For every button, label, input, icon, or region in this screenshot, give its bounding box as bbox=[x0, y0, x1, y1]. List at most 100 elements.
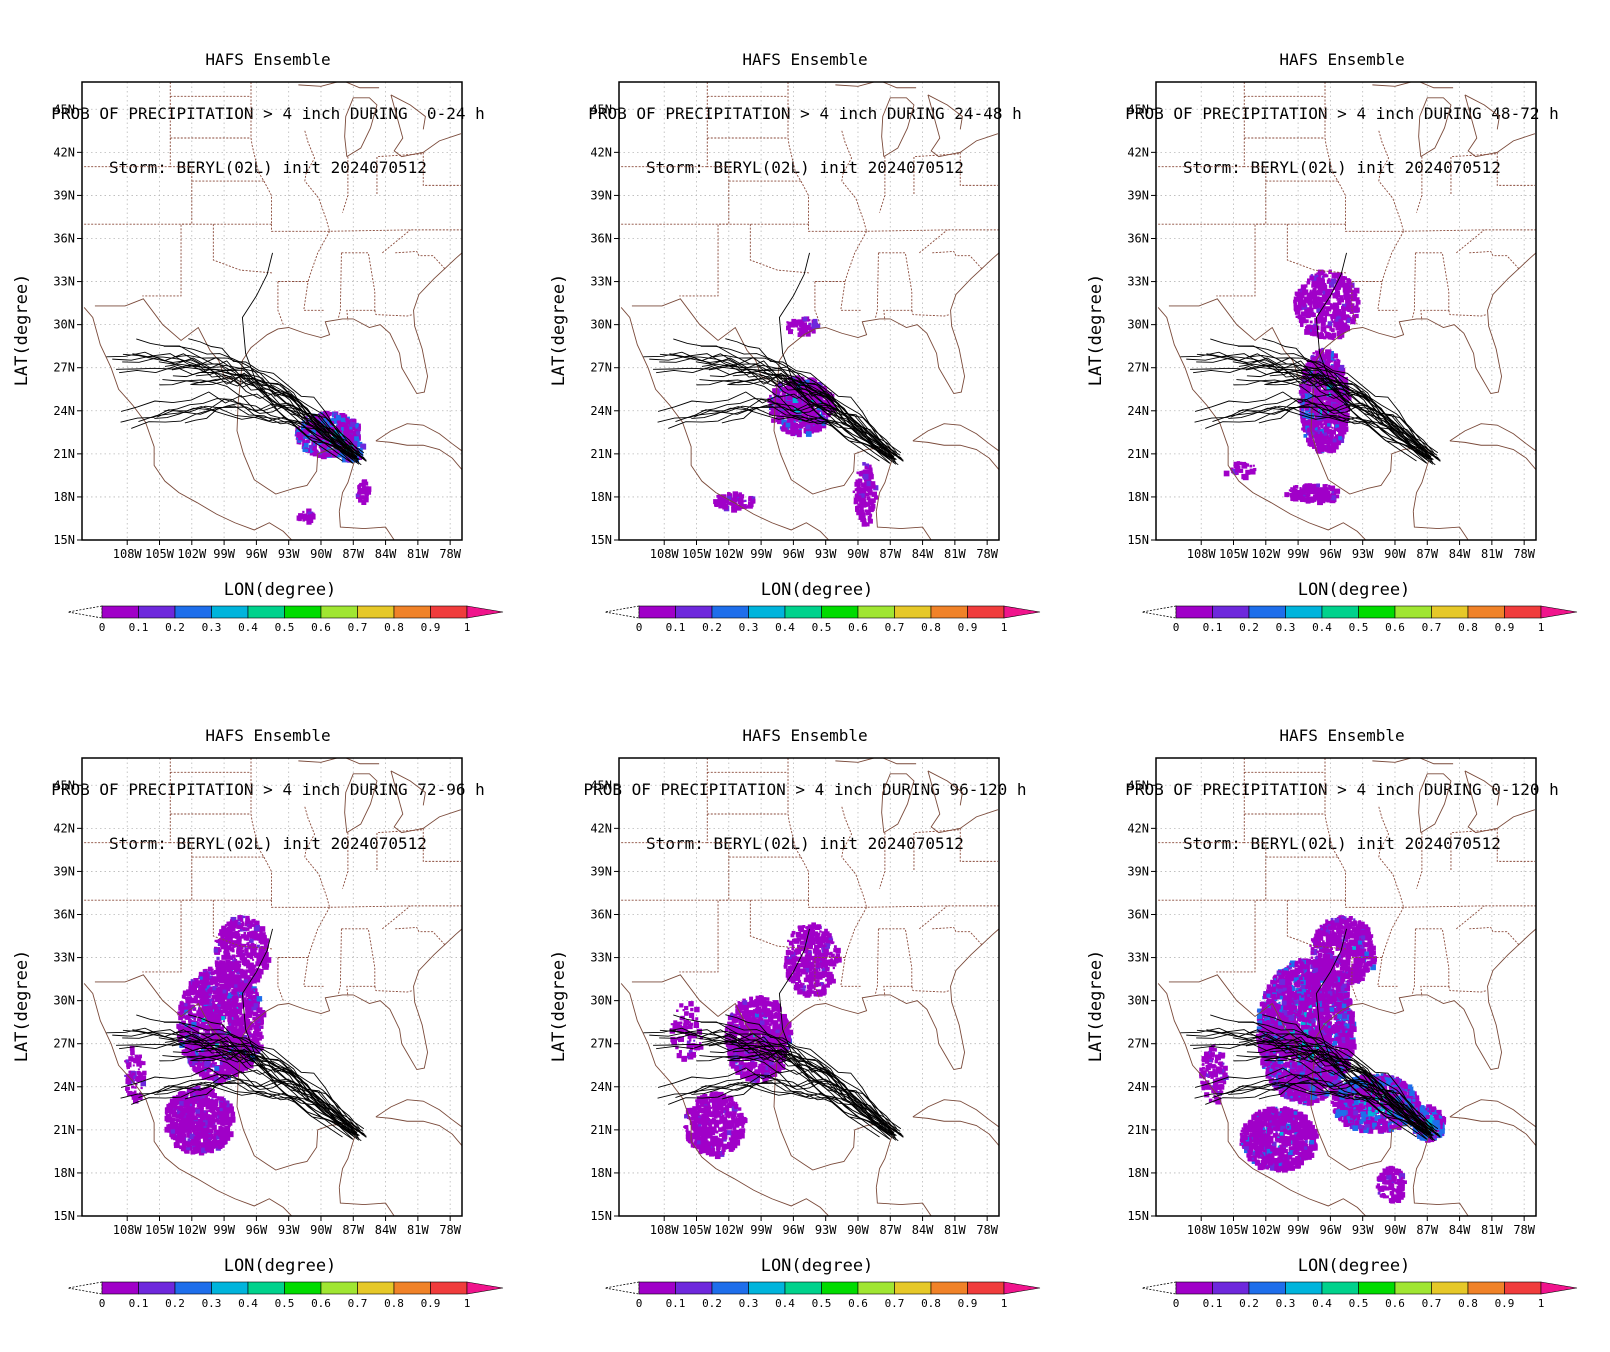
panel-48-72h: HAFS Ensemble PROB OF PRECIPITATION > 4 … bbox=[1074, 0, 1610, 676]
y-tick-label: 33N bbox=[1127, 275, 1149, 289]
state-border bbox=[1469, 250, 1520, 269]
precip-cell bbox=[217, 978, 222, 983]
colorbar-label: 0 bbox=[99, 621, 106, 634]
precip-cell bbox=[1316, 308, 1321, 313]
precip-cell bbox=[218, 990, 225, 997]
precip-cell bbox=[782, 410, 789, 417]
precip-cell bbox=[1316, 333, 1321, 338]
precip-cell bbox=[302, 446, 309, 453]
precip-cell bbox=[722, 503, 729, 510]
precip-cell bbox=[197, 992, 201, 996]
precip-cell bbox=[188, 1020, 193, 1025]
precip-cell bbox=[858, 495, 862, 499]
colorbar-label: 0.8 bbox=[921, 621, 941, 634]
precip-cell bbox=[218, 1077, 224, 1082]
colorbar-label: 0.9 bbox=[1495, 621, 1515, 634]
coastline bbox=[375, 423, 462, 452]
ensemble-track bbox=[659, 353, 897, 465]
precip-cell bbox=[203, 1006, 208, 1011]
x-tick-label: 90W bbox=[310, 547, 332, 561]
precip-cell bbox=[1335, 415, 1341, 421]
precip-cell bbox=[316, 452, 323, 458]
x-tick-label: 96W bbox=[1320, 547, 1342, 561]
precip-cell bbox=[1309, 275, 1315, 281]
precip-cell bbox=[1318, 494, 1325, 500]
precip-cell bbox=[241, 1046, 244, 1050]
precip-cell bbox=[1339, 406, 1345, 411]
precip-cell bbox=[214, 1024, 217, 1027]
precip-cell bbox=[216, 1023, 221, 1028]
precip-cell bbox=[302, 518, 306, 522]
x-tick-label: 102W bbox=[714, 547, 744, 561]
precip-cell bbox=[256, 996, 263, 1002]
precip-cell bbox=[187, 1012, 193, 1018]
precip-cell bbox=[1321, 448, 1324, 451]
y-axis-label: LAT(degree) bbox=[549, 273, 569, 387]
precip-cell bbox=[1338, 437, 1345, 443]
precip-cell bbox=[1334, 427, 1338, 432]
precip-cell bbox=[336, 448, 340, 452]
precip-cell bbox=[222, 1039, 229, 1046]
precip-cell bbox=[789, 418, 794, 423]
precip-cell bbox=[184, 1047, 188, 1051]
precip-cell bbox=[1320, 409, 1324, 413]
precip-cell bbox=[1343, 390, 1347, 394]
precip-cell bbox=[256, 936, 261, 941]
precip-cell bbox=[232, 975, 235, 978]
precip-cell bbox=[1333, 420, 1339, 425]
precip-cell bbox=[811, 329, 816, 334]
coastline bbox=[338, 511, 395, 540]
precip-cell bbox=[258, 1015, 263, 1020]
precip-cell bbox=[217, 1033, 223, 1039]
precip-cell bbox=[209, 1039, 214, 1044]
precip-cell bbox=[1320, 405, 1323, 408]
precip-cell bbox=[803, 329, 809, 335]
precip-cell bbox=[1301, 289, 1307, 296]
precip-cell bbox=[1235, 467, 1241, 473]
precip-cell bbox=[350, 422, 356, 428]
precip-cell bbox=[820, 418, 824, 422]
precip-cell bbox=[311, 423, 318, 429]
precip-cell bbox=[1290, 495, 1297, 502]
precip-cell bbox=[1331, 292, 1334, 296]
precip-cell bbox=[235, 1060, 241, 1067]
precip-cell bbox=[1344, 297, 1348, 301]
colorbar-swatch bbox=[638, 605, 676, 619]
precip-cell bbox=[1337, 284, 1342, 289]
precip-cell bbox=[1249, 468, 1256, 475]
precip-cell bbox=[193, 1017, 197, 1021]
precip-cell bbox=[200, 997, 205, 1003]
ensemble-track bbox=[1238, 398, 1435, 456]
precip-cell bbox=[813, 427, 820, 433]
precip-cell bbox=[1316, 408, 1322, 414]
precip-cell bbox=[1311, 291, 1318, 297]
precip-cell bbox=[211, 1005, 216, 1010]
precip-cell bbox=[1315, 408, 1318, 412]
precip-cell bbox=[188, 1045, 193, 1051]
precip-cell bbox=[321, 453, 325, 457]
plot-frame bbox=[618, 81, 1000, 541]
precip-cell bbox=[208, 971, 212, 975]
precip-cell bbox=[207, 1047, 213, 1053]
x-tick-label: 84W bbox=[1449, 547, 1471, 561]
colorbar-label: 0.7 bbox=[885, 621, 905, 634]
precip-cell bbox=[340, 417, 346, 423]
state-border bbox=[374, 310, 413, 317]
precip-cell bbox=[212, 991, 216, 995]
colorbar-label: 0.2 bbox=[165, 621, 185, 634]
precip-cell bbox=[1326, 439, 1329, 442]
precip-cell bbox=[867, 518, 871, 522]
precip-cell bbox=[214, 1062, 217, 1065]
precip-cell bbox=[803, 325, 809, 331]
precip-cell bbox=[229, 942, 233, 947]
precip-cell bbox=[254, 972, 261, 979]
precip-cell bbox=[222, 986, 229, 992]
colorbar-label: 0.4 bbox=[238, 621, 258, 634]
precip-cell bbox=[1223, 470, 1230, 477]
precip-cell bbox=[1321, 318, 1324, 321]
precip-cell bbox=[771, 419, 775, 422]
y-axis-label: LAT(degree) bbox=[12, 273, 32, 387]
precip-cell bbox=[1329, 328, 1332, 331]
precip-cell bbox=[1314, 493, 1321, 500]
precip-cell bbox=[790, 428, 796, 434]
